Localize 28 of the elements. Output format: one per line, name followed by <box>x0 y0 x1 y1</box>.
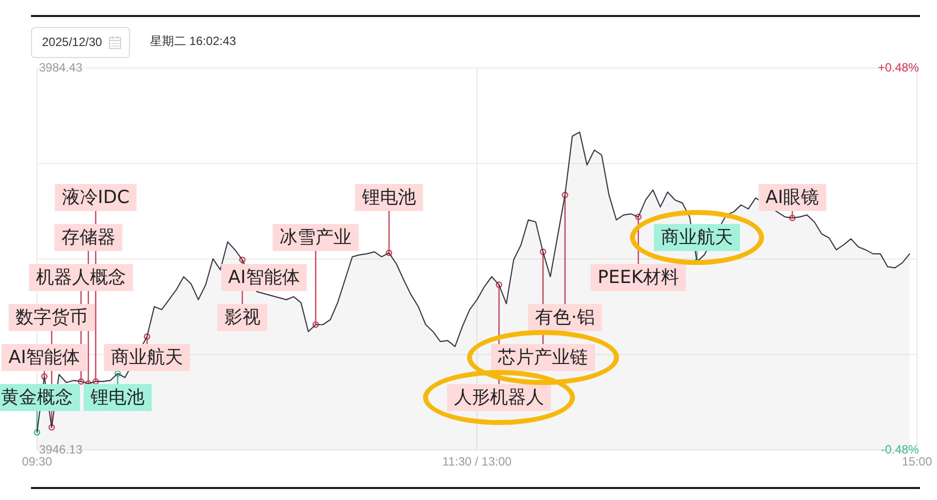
y-tick-label: 3984.43 <box>39 60 83 74</box>
x-tick-label: 15:00 <box>902 454 932 469</box>
annotation: 芯片产业链 <box>496 347 588 368</box>
annotation: 冰雪产业 <box>280 227 352 248</box>
annotation: 有色·铝 <box>535 307 595 328</box>
annotation: 液冷IDC <box>62 187 130 208</box>
chart-subtitle: 星期二 16:02:43 <box>150 34 236 49</box>
y2-tick-label: +0.48% <box>878 60 920 74</box>
annotation: 机器人概念 <box>36 267 126 288</box>
annotation: 人形机器人 <box>454 387 544 408</box>
x-tick-label: 09:30 <box>22 454 52 469</box>
y2-tick-label: -0.48% <box>880 442 920 456</box>
annotation: AI眼镜 <box>766 187 820 208</box>
annotation: AI智能体 <box>8 347 80 368</box>
annotation: 黄金概念 <box>1 387 73 408</box>
annotation: AI智能体 <box>228 267 300 288</box>
date-field: 2025/12/30 <box>31 27 130 58</box>
annotation: 锂电池 <box>90 387 145 408</box>
annotation: 商业航天 <box>660 227 733 248</box>
chart-title: 2025/12/30 <box>42 35 102 50</box>
annotation: 数字货币 <box>16 307 88 328</box>
annotation: 影视 <box>224 307 260 328</box>
x-tick-label: 11:30 / 13:00 <box>442 454 512 469</box>
y-tick-label: 3946.13 <box>39 442 83 456</box>
annotation: 锂电池 <box>360 187 416 208</box>
annotation: 存储器 <box>61 227 116 248</box>
annotation: 商业航天 <box>111 347 183 368</box>
annotation: PEEK材料 <box>598 267 680 288</box>
